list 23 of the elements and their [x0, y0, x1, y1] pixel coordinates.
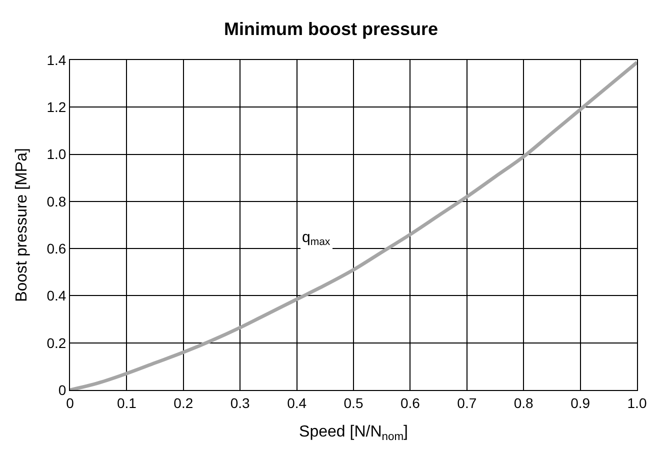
x-tick-label: 0.2	[174, 394, 194, 411]
annotation: q$_{max}$	[302, 229, 331, 248]
x-tick-label: 0.9	[570, 394, 590, 411]
x-tick-label: 0.6	[400, 394, 420, 411]
x-tick-label: 0.8	[514, 394, 534, 411]
y-tick-label: 1.4	[46, 52, 66, 68]
y-tick-label: 0.4	[46, 288, 66, 304]
chart-title: Minimum boost pressure	[224, 19, 438, 40]
x-tick-label: 0.7	[457, 394, 477, 411]
line-series	[70, 60, 637, 390]
y-tick-label: 0.6	[46, 240, 66, 256]
x-tick-label: 0.1	[116, 394, 137, 411]
x-tick-label: 0.4	[287, 394, 307, 411]
x-tick-label: 0.3	[230, 394, 250, 411]
y-tick-label: 0.8	[46, 193, 66, 210]
y-tick-label: 0.2	[46, 334, 66, 351]
y-axis-title: Boost pressure [MPa]	[14, 148, 31, 302]
y-tick-label: 1.2	[46, 99, 66, 116]
x-tick-label: 1.0	[627, 394, 647, 411]
y-tick-label: 0	[58, 382, 66, 398]
x-axis-title: Speed [N/N$_{nom}$]	[299, 424, 408, 443]
y-tick-label: 1.0	[46, 146, 66, 162]
x-tick-label: 0.5	[344, 394, 364, 411]
